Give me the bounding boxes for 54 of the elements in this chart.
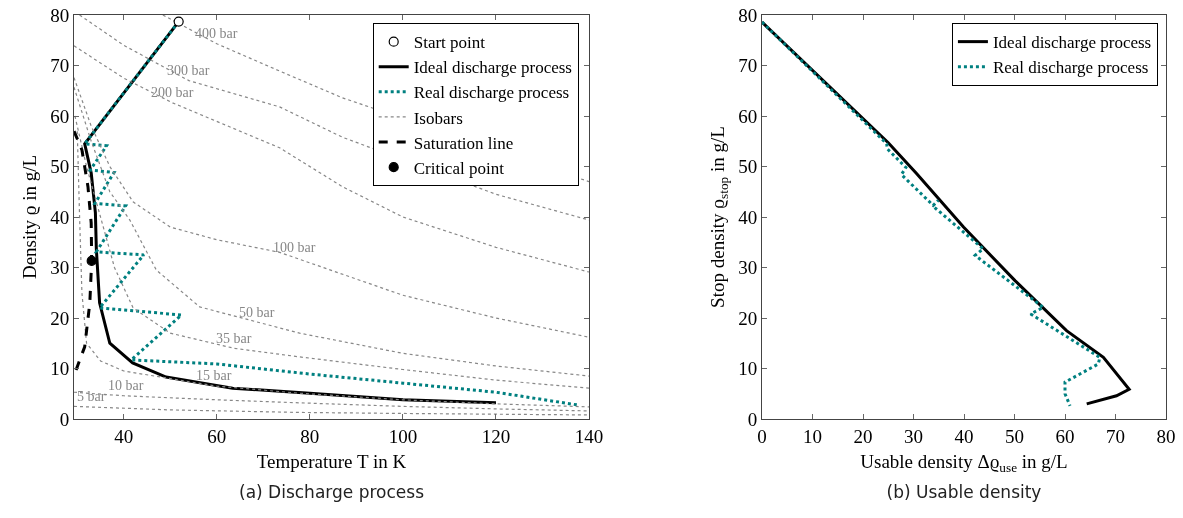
- x-tick-label: 80: [1156, 425, 1176, 447]
- x-axis-title: Temperature T in K: [256, 450, 407, 472]
- y-tick-label: 70: [50, 55, 70, 77]
- x-axis-title: Usable density Δϱ$_{use}$ in g/L: [860, 450, 1068, 475]
- x-tick-label: 50: [1005, 425, 1024, 447]
- y-tick-label: 50: [738, 156, 758, 178]
- annotation: 50 bar: [239, 305, 275, 320]
- y-tick-label: 0: [59, 408, 70, 430]
- annotation: 15 bar: [196, 368, 232, 383]
- x-tick-label: 120: [481, 425, 511, 447]
- x-tick-label: 80: [300, 425, 320, 447]
- x-tick-label: 40: [954, 425, 974, 447]
- x-tick-label: 60: [207, 425, 227, 447]
- legend-label: Isobars: [413, 108, 463, 128]
- x-tick-label: 60: [1055, 425, 1075, 447]
- y-tick-label: 70: [738, 55, 758, 77]
- legend-label: Saturation line: [413, 133, 514, 153]
- x-tick-label: 30: [904, 425, 923, 447]
- y-tick-label: 60: [738, 105, 758, 127]
- y-axis-title: Density ϱ in g/L: [19, 154, 41, 280]
- x-tick-label: 40: [114, 425, 134, 447]
- y-tick-label: 60: [50, 105, 70, 127]
- x-tick-label: 10: [803, 425, 822, 447]
- annotation: 100 bar: [273, 240, 316, 255]
- annotation: 400 bar: [195, 26, 238, 41]
- legend-label: Real discharge process: [992, 58, 1149, 78]
- x-tick-label: 100: [388, 425, 418, 447]
- y-tick-label: 10: [50, 358, 70, 380]
- y-tick-label: 0: [747, 408, 758, 430]
- annotation: 5 bar: [77, 389, 106, 404]
- text: (a) Discharge process: [239, 482, 425, 503]
- legend-label: Ideal discharge process: [992, 33, 1152, 53]
- y-tick-label: 20: [50, 307, 70, 329]
- y-tick-label: 40: [50, 206, 70, 228]
- y-tick-label: 30: [50, 257, 70, 279]
- y-tick-label: 30: [738, 257, 758, 279]
- legend-label: Ideal discharge process: [413, 58, 572, 78]
- x-tick-label: 140: [574, 425, 604, 447]
- legend-label: Real discharge process: [413, 83, 570, 103]
- legend-label: Critical point: [413, 158, 505, 178]
- legend-label: Start point: [413, 33, 486, 53]
- y-tick-label: 20: [738, 307, 758, 329]
- y-tick-label: 80: [50, 4, 70, 26]
- text: (b) Usable density: [886, 482, 1042, 503]
- annotation: 200 bar: [151, 85, 194, 100]
- annotation: 35 bar: [216, 331, 252, 346]
- y-tick-label: 40: [738, 206, 758, 228]
- y-tick-label: 50: [50, 156, 70, 178]
- y-tick-label: 80: [738, 4, 758, 26]
- annotation: 300 bar: [167, 63, 210, 78]
- y-tick-label: 10: [738, 358, 758, 380]
- x-tick-label: 20: [853, 425, 873, 447]
- annotation: 10 bar: [108, 378, 144, 393]
- x-tick-label: 70: [1106, 425, 1125, 447]
